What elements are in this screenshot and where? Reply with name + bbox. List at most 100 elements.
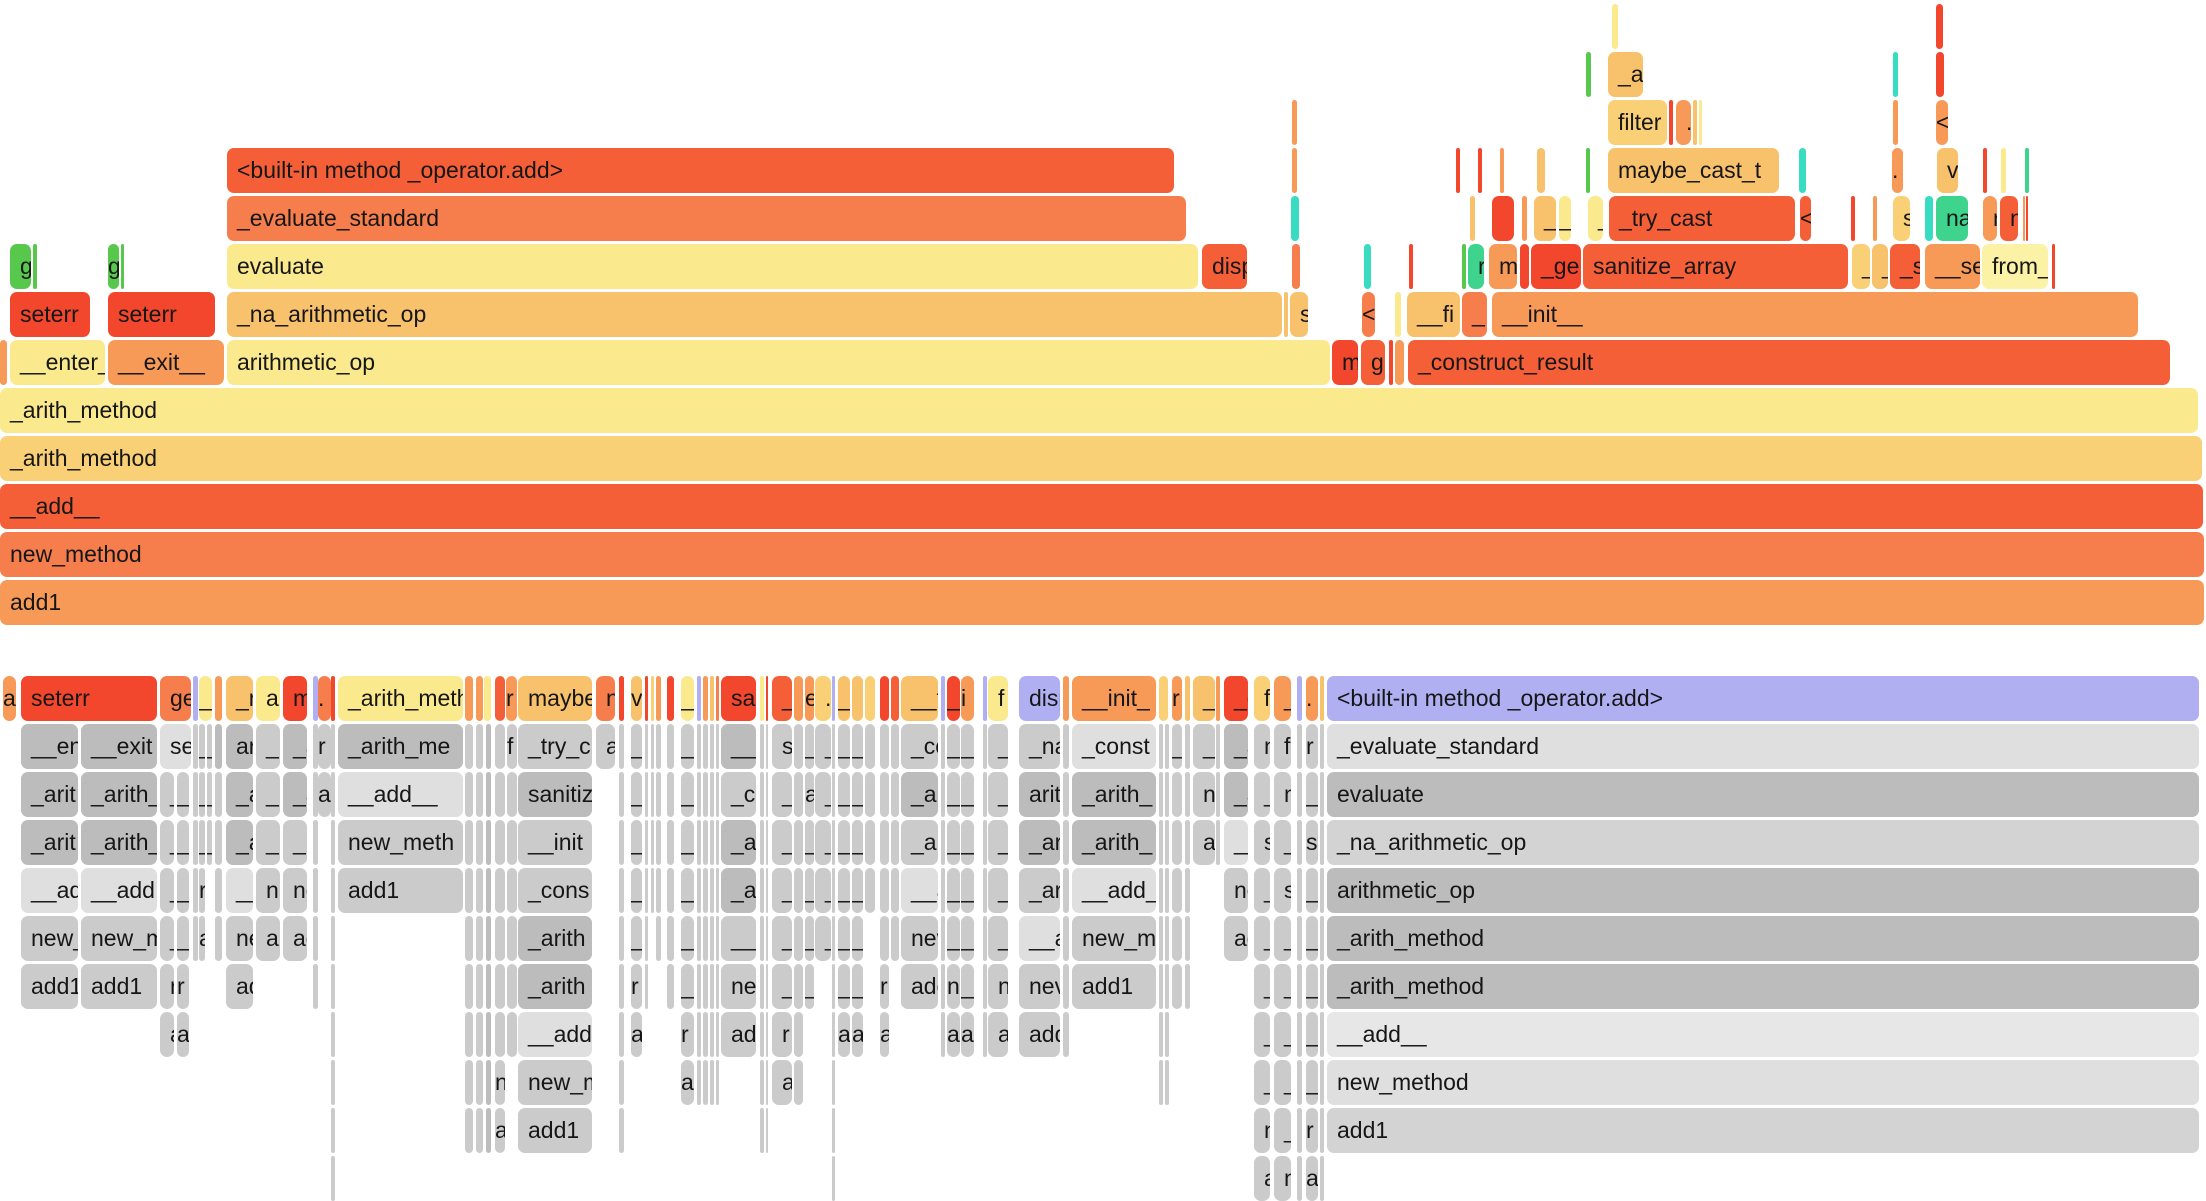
frame-box[interactable] <box>465 1060 473 1105</box>
frame-box[interactable] <box>656 868 661 913</box>
frame-box[interactable]: _arith <box>518 916 592 961</box>
frame-box[interactable]: _ <box>160 916 174 961</box>
frame-box[interactable] <box>794 1060 803 1105</box>
frame-box[interactable] <box>331 1012 335 1057</box>
frame-box[interactable]: _ <box>199 820 205 865</box>
frame-box[interactable]: _ <box>1254 1060 1270 1105</box>
frame-box[interactable]: new_m <box>518 1060 592 1105</box>
frame-box[interactable] <box>1185 964 1190 1009</box>
frame-box[interactable]: m <box>283 676 307 721</box>
frame-box[interactable]: _ <box>988 916 1008 961</box>
frame-box[interactable] <box>941 916 945 961</box>
frame-box[interactable] <box>794 964 803 1009</box>
frame-box[interactable]: _ <box>988 724 1008 769</box>
frame-box[interactable]: _ <box>681 868 694 913</box>
frame-box[interactable]: f <box>988 676 1008 721</box>
frame-box[interactable] <box>645 772 648 817</box>
frame-box[interactable]: va <box>1937 148 1958 193</box>
frame-box[interactable]: ne <box>1224 868 1248 913</box>
frame-box[interactable]: a <box>199 916 205 961</box>
frame-box[interactable] <box>645 916 648 961</box>
frame-box[interactable]: _ <box>177 772 189 817</box>
frame-box[interactable] <box>766 1012 768 1057</box>
frame-box[interactable]: a <box>988 1012 1008 1057</box>
frame-box[interactable]: a <box>177 1012 189 1057</box>
frame-box[interactable]: _ <box>947 916 960 961</box>
frame-box[interactable]: __se <box>1925 244 1980 289</box>
frame-box[interactable]: _ <box>815 868 831 913</box>
frame-box[interactable]: _ <box>1274 820 1291 865</box>
frame-box[interactable]: . <box>815 676 831 721</box>
frame-box[interactable] <box>760 724 764 769</box>
frame-box[interactable]: a <box>1306 1156 1318 1201</box>
frame-box[interactable] <box>193 724 198 769</box>
frame-box[interactable] <box>710 868 714 913</box>
frame-box[interactable]: _ <box>852 820 863 865</box>
frame-box[interactable]: arithmetic_op <box>227 340 1330 385</box>
frame-box[interactable]: add1 <box>1072 964 1156 1009</box>
frame-box[interactable]: add1 <box>518 1108 592 1153</box>
frame-box[interactable]: _ <box>961 916 974 961</box>
frame-box[interactable] <box>1185 724 1190 769</box>
frame-box[interactable]: ad <box>283 916 307 961</box>
frame-box[interactable] <box>1297 916 1302 961</box>
frame-box[interactable] <box>794 916 803 961</box>
frame-box[interactable] <box>941 772 945 817</box>
frame-box[interactable] <box>703 724 708 769</box>
frame-box[interactable] <box>760 820 764 865</box>
frame-box[interactable] <box>193 820 198 865</box>
frame-box[interactable] <box>215 868 222 913</box>
frame-box[interactable] <box>880 916 889 961</box>
frame-box[interactable]: maybe_ <box>518 676 592 721</box>
frame-box[interactable] <box>1216 724 1220 769</box>
frame-box[interactable]: _ <box>177 820 189 865</box>
frame-box[interactable]: _ <box>681 724 694 769</box>
frame-box[interactable] <box>865 724 875 769</box>
frame-box[interactable] <box>880 820 889 865</box>
frame-box[interactable]: _na_arithmetic_op <box>1327 820 2199 865</box>
frame-box[interactable]: add <box>901 964 938 1009</box>
frame-box[interactable] <box>2023 196 2025 241</box>
frame-box[interactable] <box>880 772 889 817</box>
frame-box[interactable] <box>465 676 473 721</box>
frame-box[interactable] <box>710 1012 714 1057</box>
frame-box[interactable] <box>1165 1012 1169 1057</box>
frame-box[interactable]: n <box>596 676 615 721</box>
frame-box[interactable] <box>865 820 875 865</box>
frame-box[interactable]: _ <box>805 724 814 769</box>
frame-box[interactable] <box>1216 772 1220 817</box>
frame-box[interactable] <box>1172 964 1182 1009</box>
frame-box[interactable] <box>507 820 517 865</box>
frame-box[interactable] <box>507 964 517 1009</box>
frame-box[interactable] <box>215 676 222 721</box>
frame-box[interactable] <box>760 1012 764 1057</box>
frame-box[interactable] <box>313 868 318 913</box>
frame-box[interactable] <box>1320 916 1324 961</box>
frame-box[interactable] <box>832 964 835 1009</box>
frame-box[interactable] <box>716 724 719 769</box>
frame-box[interactable]: _ <box>177 916 189 961</box>
frame-box[interactable] <box>703 964 708 1009</box>
frame-box[interactable]: _ <box>207 772 212 817</box>
frame-box[interactable] <box>697 676 701 721</box>
frame-box[interactable] <box>1462 244 1466 289</box>
frame-box[interactable]: new_ <box>21 916 78 961</box>
frame-box[interactable]: new_m <box>81 916 157 961</box>
frame-box[interactable]: _ <box>1852 244 1870 289</box>
frame-box[interactable] <box>619 1012 624 1057</box>
frame-box[interactable] <box>1297 1108 1302 1153</box>
frame-box[interactable] <box>484 676 491 721</box>
frame-box[interactable] <box>983 820 987 865</box>
frame-box[interactable] <box>645 868 648 913</box>
frame-box[interactable]: _try_c <box>518 724 592 769</box>
frame-box[interactable] <box>645 676 648 721</box>
frame-box[interactable]: _ <box>838 964 850 1009</box>
frame-box[interactable] <box>2026 196 2028 241</box>
frame-box[interactable]: __exit <box>81 724 157 769</box>
frame-box[interactable]: _ <box>631 772 642 817</box>
frame-box[interactable]: _ <box>772 676 792 721</box>
frame-box[interactable] <box>1185 676 1190 721</box>
frame-box[interactable]: _ <box>852 868 863 913</box>
frame-box[interactable]: r <box>772 1012 792 1057</box>
frame-box[interactable] <box>619 1108 624 1153</box>
